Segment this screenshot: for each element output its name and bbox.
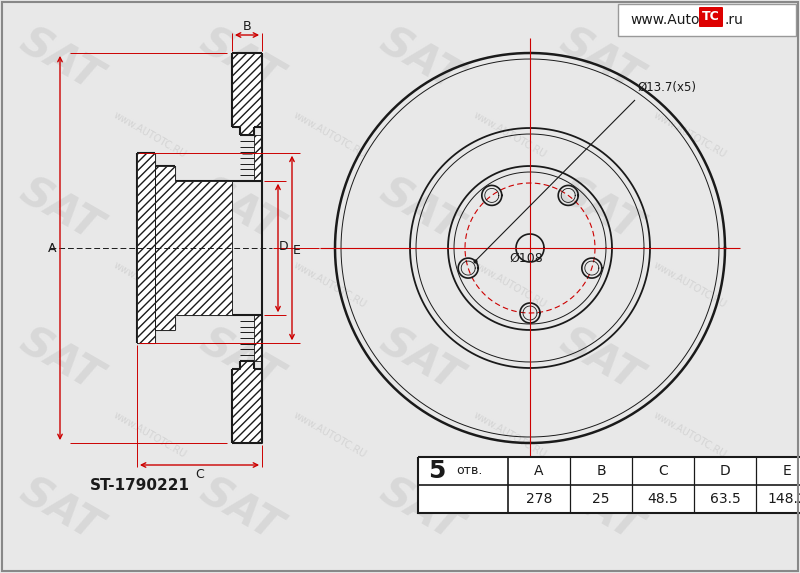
Polygon shape xyxy=(137,181,232,315)
Text: www.AUTOTC.RU: www.AUTOTC.RU xyxy=(652,110,728,160)
Text: www.AUTOTC.RU: www.AUTOTC.RU xyxy=(652,410,728,460)
Text: www.AUTOTC.RU: www.AUTOTC.RU xyxy=(652,260,728,310)
Text: 25: 25 xyxy=(592,492,610,506)
Text: E: E xyxy=(293,244,301,257)
Text: C: C xyxy=(195,469,204,481)
Text: A: A xyxy=(534,464,544,478)
Text: SAT: SAT xyxy=(552,320,648,400)
Text: SAT: SAT xyxy=(192,320,288,400)
Text: www.AUTOTC.RU: www.AUTOTC.RU xyxy=(472,110,548,160)
FancyBboxPatch shape xyxy=(699,7,723,27)
Text: www.AUTOTC.RU: www.AUTOTC.RU xyxy=(292,260,368,310)
Bar xyxy=(618,4,796,36)
Text: www.AUTOTC.RU: www.AUTOTC.RU xyxy=(112,110,188,160)
Text: SAT: SAT xyxy=(12,20,108,100)
Text: SAT: SAT xyxy=(552,170,648,250)
Text: SAT: SAT xyxy=(552,20,648,100)
Text: www.AUTOTC.RU: www.AUTOTC.RU xyxy=(472,260,548,310)
Text: .ru: .ru xyxy=(724,13,743,27)
Polygon shape xyxy=(254,135,262,181)
Text: www.AUTOTC.RU: www.AUTOTC.RU xyxy=(112,260,188,310)
Text: www.AUTOTC.RU: www.AUTOTC.RU xyxy=(472,410,548,460)
Text: www.AUTOTC.RU: www.AUTOTC.RU xyxy=(292,410,368,460)
Text: D: D xyxy=(279,240,289,253)
Text: SAT: SAT xyxy=(372,170,468,250)
Text: SAT: SAT xyxy=(192,470,288,550)
Bar xyxy=(418,457,800,513)
Text: SAT: SAT xyxy=(12,470,108,550)
Text: ST-1790221: ST-1790221 xyxy=(90,477,190,493)
Text: D: D xyxy=(720,464,730,478)
Text: 63.5: 63.5 xyxy=(710,492,740,506)
Text: SAT: SAT xyxy=(372,470,468,550)
Text: B: B xyxy=(242,21,251,33)
Text: SAT: SAT xyxy=(12,320,108,400)
Text: 5: 5 xyxy=(428,459,446,483)
Polygon shape xyxy=(254,315,262,361)
Text: SAT: SAT xyxy=(372,20,468,100)
Text: отв.: отв. xyxy=(456,465,482,477)
Text: 48.5: 48.5 xyxy=(648,492,678,506)
Text: SAT: SAT xyxy=(192,170,288,250)
Polygon shape xyxy=(232,361,262,443)
Polygon shape xyxy=(137,153,232,343)
Text: www.AUTOTC.RU: www.AUTOTC.RU xyxy=(112,410,188,460)
Text: B: B xyxy=(596,464,606,478)
Text: 278: 278 xyxy=(526,492,552,506)
Text: SAT: SAT xyxy=(372,320,468,400)
Text: www.Auto: www.Auto xyxy=(630,13,700,27)
Text: C: C xyxy=(658,464,668,478)
Text: SAT: SAT xyxy=(192,20,288,100)
Text: SAT: SAT xyxy=(12,170,108,250)
Text: SAT: SAT xyxy=(552,470,648,550)
Text: E: E xyxy=(782,464,791,478)
Text: Ø13.7(x5): Ø13.7(x5) xyxy=(637,81,696,94)
Text: Ø108: Ø108 xyxy=(509,252,543,265)
Bar xyxy=(418,457,800,513)
Polygon shape xyxy=(232,53,262,135)
Text: 148.2: 148.2 xyxy=(767,492,800,506)
Text: TC: TC xyxy=(702,10,720,23)
Text: A: A xyxy=(48,241,56,254)
Text: www.AUTOTC.RU: www.AUTOTC.RU xyxy=(292,110,368,160)
